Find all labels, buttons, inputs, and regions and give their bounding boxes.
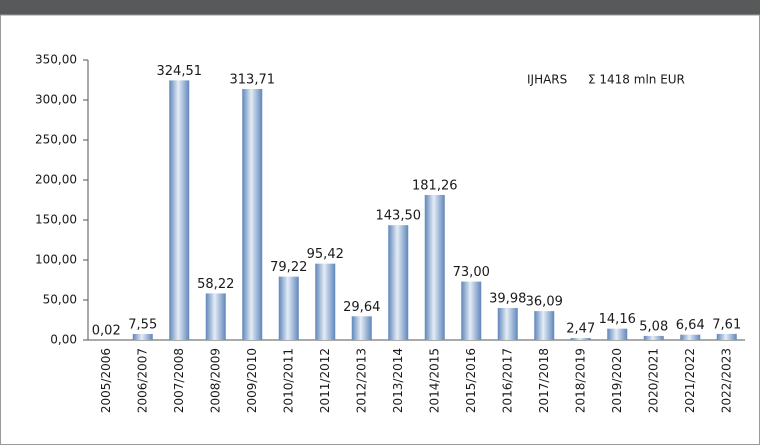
bar (461, 281, 482, 340)
x-tick-label: 2008/2009 (208, 348, 222, 413)
bar (169, 80, 190, 340)
value-label: 313,71 (230, 73, 276, 88)
bar (242, 89, 263, 340)
bar (497, 308, 518, 340)
y-tick-label: 300,00 (35, 93, 77, 107)
x-tick-label: 2022/2023 (719, 348, 733, 413)
annotation: IJHARS (527, 73, 567, 87)
bar (716, 333, 737, 340)
x-tick-label: 2005/2006 (99, 348, 113, 413)
value-label: 14,16 (599, 312, 636, 327)
annotation: Σ 1418 mln EUR (588, 73, 685, 87)
bar (278, 276, 299, 340)
value-label: 2,47 (566, 322, 595, 337)
x-tick-label: 2021/2022 (683, 348, 697, 413)
value-label: 324,51 (157, 64, 203, 79)
x-tick-label: 2011/2012 (318, 348, 332, 413)
y-tick-label: 350,00 (35, 53, 77, 67)
x-tick-label: 2017/2018 (537, 348, 551, 413)
bar (607, 328, 628, 340)
x-tick-label: 2013/2014 (391, 348, 405, 413)
value-label: 29,64 (343, 300, 380, 315)
bar (132, 333, 153, 340)
value-label: 143,50 (376, 209, 422, 224)
value-label: 73,00 (453, 265, 490, 280)
y-tick-label: 0,00 (50, 333, 77, 347)
bar (534, 311, 555, 340)
y-tick-label: 50,00 (43, 293, 77, 307)
y-tick-label: 150,00 (35, 213, 77, 227)
value-label: 5,08 (639, 319, 668, 334)
value-label: 95,42 (307, 247, 344, 262)
value-label: 7,61 (712, 317, 741, 332)
y-tick-label: 200,00 (35, 173, 77, 187)
x-tick-label: 2018/2019 (573, 348, 587, 413)
bar (643, 335, 664, 340)
x-tick-label: 2007/2008 (172, 348, 186, 413)
x-tick-label: 2012/2013 (354, 348, 368, 413)
x-tick-label: 2009/2010 (245, 348, 259, 413)
value-label: 6,64 (676, 318, 705, 333)
x-tick-label: 2020/2021 (646, 348, 660, 413)
x-tick-label: 2010/2011 (281, 348, 295, 413)
bar (424, 194, 445, 340)
y-tick-label: 250,00 (35, 133, 77, 147)
x-tick-label: 2014/2015 (427, 348, 441, 413)
bar (205, 293, 226, 340)
bar (680, 334, 701, 340)
x-tick-label: 2016/2017 (500, 348, 514, 413)
value-label: 39,98 (489, 292, 526, 307)
y-tick-label: 100,00 (35, 253, 77, 267)
bar (351, 316, 372, 340)
bar (315, 263, 336, 340)
x-tick-label: 2019/2020 (610, 348, 624, 413)
header-bar (0, 0, 760, 15)
x-tick-label: 2006/2007 (135, 348, 149, 413)
bar (388, 225, 409, 340)
value-label: 79,22 (270, 260, 307, 275)
x-tick-label: 2015/2016 (464, 348, 478, 413)
bar (570, 338, 591, 340)
value-label: 181,26 (412, 178, 458, 193)
value-label: 36,09 (526, 295, 563, 310)
value-label: 58,22 (197, 277, 234, 292)
value-label: 0,02 (92, 323, 121, 338)
value-label: 7,55 (128, 317, 157, 332)
